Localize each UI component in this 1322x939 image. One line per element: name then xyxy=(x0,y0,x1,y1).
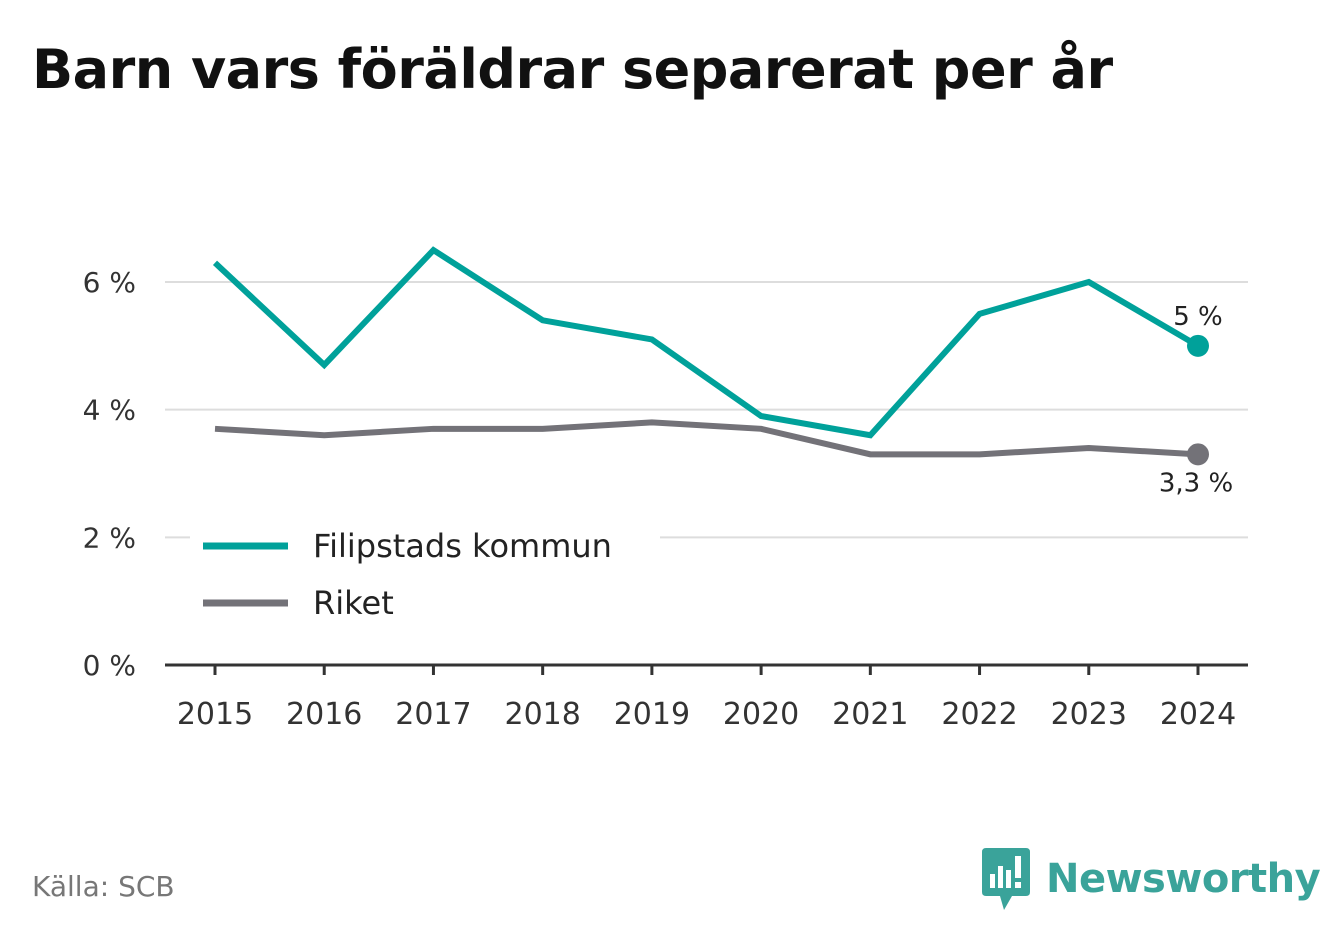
series-end-marker-1 xyxy=(1187,443,1209,466)
gridlines xyxy=(165,281,1248,539)
line-chart: 0 % 2 % 4 % 6 % 2015 2016 2017 2018 2019 2020 202… xyxy=(83,246,1248,732)
chart-title: Barn vars föräldrar separerat per år xyxy=(32,38,1113,101)
x-axis-ticks: 2015 2016 2017 2018 2019 2020 2021 2022 2023 2024 xyxy=(177,665,1236,732)
x-tick-label: 2017 xyxy=(395,697,471,732)
newsworthy-logo-icon xyxy=(982,848,1030,910)
x-tick-label: 2023 xyxy=(1051,697,1127,732)
source-note: Källa: SCB xyxy=(32,870,175,903)
legend-label: Filipstads kommun xyxy=(313,527,612,565)
end-labels: 5 % 3,3 % xyxy=(1159,302,1233,499)
x-tick-label: 2021 xyxy=(832,697,908,732)
x-tick-label: 2020 xyxy=(723,697,799,732)
y-axis-tick-labels: 0 % 2 % 4 % 6 % xyxy=(83,266,136,682)
x-tick-label: 2019 xyxy=(614,697,690,732)
x-tick-label: 2016 xyxy=(286,697,362,732)
legend-label: Riket xyxy=(313,584,394,622)
y-tick-label: 2 % xyxy=(83,521,136,554)
y-tick-label: 0 % xyxy=(83,649,136,682)
y-tick-label: 4 % xyxy=(83,394,136,427)
series-end-marker-0 xyxy=(1187,334,1209,357)
series-line-1 xyxy=(214,419,1199,458)
legend-background xyxy=(190,520,660,628)
brand-name: Newsworthy xyxy=(1046,856,1321,902)
end-label: 5 % xyxy=(1173,302,1223,332)
x-tick-label: 2024 xyxy=(1160,697,1236,732)
x-tick-label: 2015 xyxy=(177,697,253,732)
end-label: 3,3 % xyxy=(1159,468,1233,498)
x-tick-label: 2018 xyxy=(504,697,580,732)
series-line-0 xyxy=(212,246,1200,439)
legend: Filipstads kommun Riket xyxy=(190,520,660,628)
series-lines xyxy=(212,246,1209,466)
x-tick-label: 2022 xyxy=(941,697,1017,732)
y-tick-label: 6 % xyxy=(83,266,136,299)
brand-logo: Newsworthy xyxy=(982,848,1321,910)
